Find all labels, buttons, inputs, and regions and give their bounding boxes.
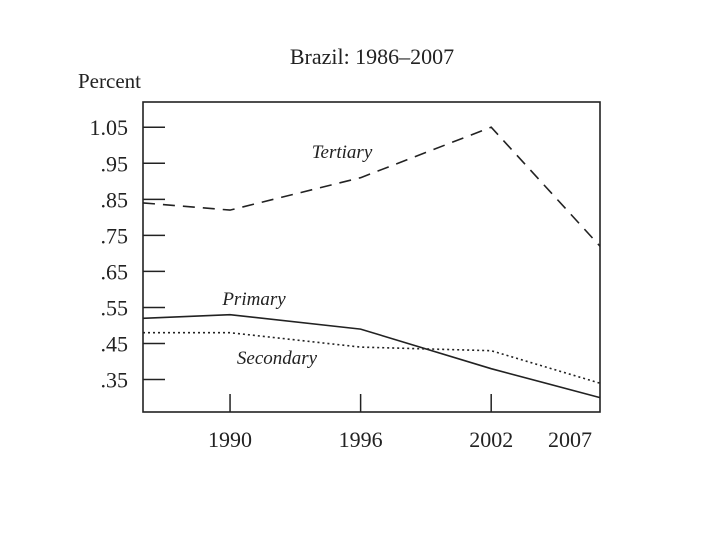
y-axis-label: Percent <box>78 69 141 93</box>
x-axis: 1990 1996 2002 2007 <box>208 394 592 452</box>
series-group <box>142 126 601 399</box>
series-label-primary: Primary <box>221 289 286 310</box>
series-label-tertiary: Tertiary <box>312 142 373 163</box>
y-tick-label: .75 <box>101 223 129 248</box>
y-tick-label: .55 <box>101 295 129 320</box>
y-axis: 1.05 .95 .85 .75 .65 .55 .45 .35 <box>90 115 165 393</box>
chart-title: Brazil: 1986–2007 <box>290 44 454 69</box>
series-label-secondary: Secondary <box>237 348 318 369</box>
plot-frame <box>142 101 601 413</box>
series-line-secondary <box>143 331 601 384</box>
y-tick-label: .85 <box>101 187 129 212</box>
y-tick-label: .35 <box>101 368 129 393</box>
y-tick-label: 1.05 <box>90 115 129 140</box>
x-tick-label: 2002 <box>469 427 513 452</box>
x-tick-label: 2007 <box>548 427 592 452</box>
y-tick-label: .95 <box>101 151 129 176</box>
y-tick-label: .45 <box>101 332 129 357</box>
x-tick-label: 1990 <box>208 427 252 452</box>
series-line-tertiary <box>142 126 601 247</box>
x-tick-label: 1996 <box>339 427 383 452</box>
series-labels: Tertiary Primary Secondary <box>221 142 372 369</box>
series-line-primary <box>142 313 601 399</box>
y-tick-label: .65 <box>101 259 129 284</box>
